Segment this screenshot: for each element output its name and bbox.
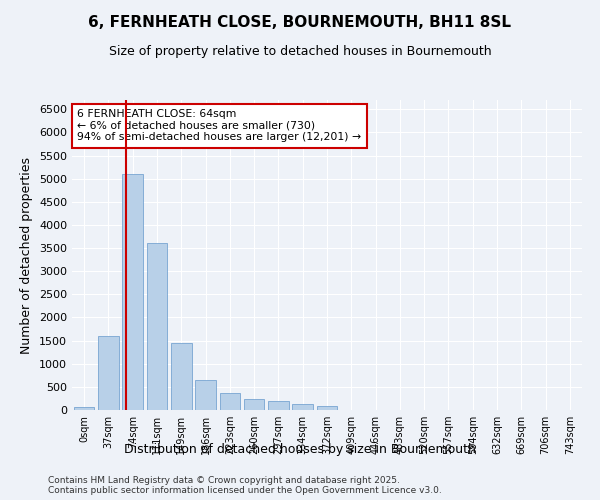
Bar [220,393,240,410]
Bar [122,174,143,410]
Bar [317,406,337,410]
Bar [98,336,119,410]
Bar [74,408,94,410]
Text: 6 FERNHEATH CLOSE: 64sqm
← 6% of detached houses are smaller (730)
94% of semi-d: 6 FERNHEATH CLOSE: 64sqm ← 6% of detache… [77,110,361,142]
Bar [171,343,191,410]
Bar [292,404,313,410]
Bar [268,400,289,410]
Bar [146,244,167,410]
Y-axis label: Number of detached properties: Number of detached properties [20,156,34,354]
Text: Size of property relative to detached houses in Bournemouth: Size of property relative to detached ho… [109,45,491,58]
Text: Distribution of detached houses by size in Bournemouth: Distribution of detached houses by size … [124,442,476,456]
Bar [195,380,216,410]
Text: 6, FERNHEATH CLOSE, BOURNEMOUTH, BH11 8SL: 6, FERNHEATH CLOSE, BOURNEMOUTH, BH11 8S… [89,15,511,30]
Text: Contains HM Land Registry data © Crown copyright and database right 2025.
Contai: Contains HM Land Registry data © Crown c… [48,476,442,495]
Bar [244,399,265,410]
